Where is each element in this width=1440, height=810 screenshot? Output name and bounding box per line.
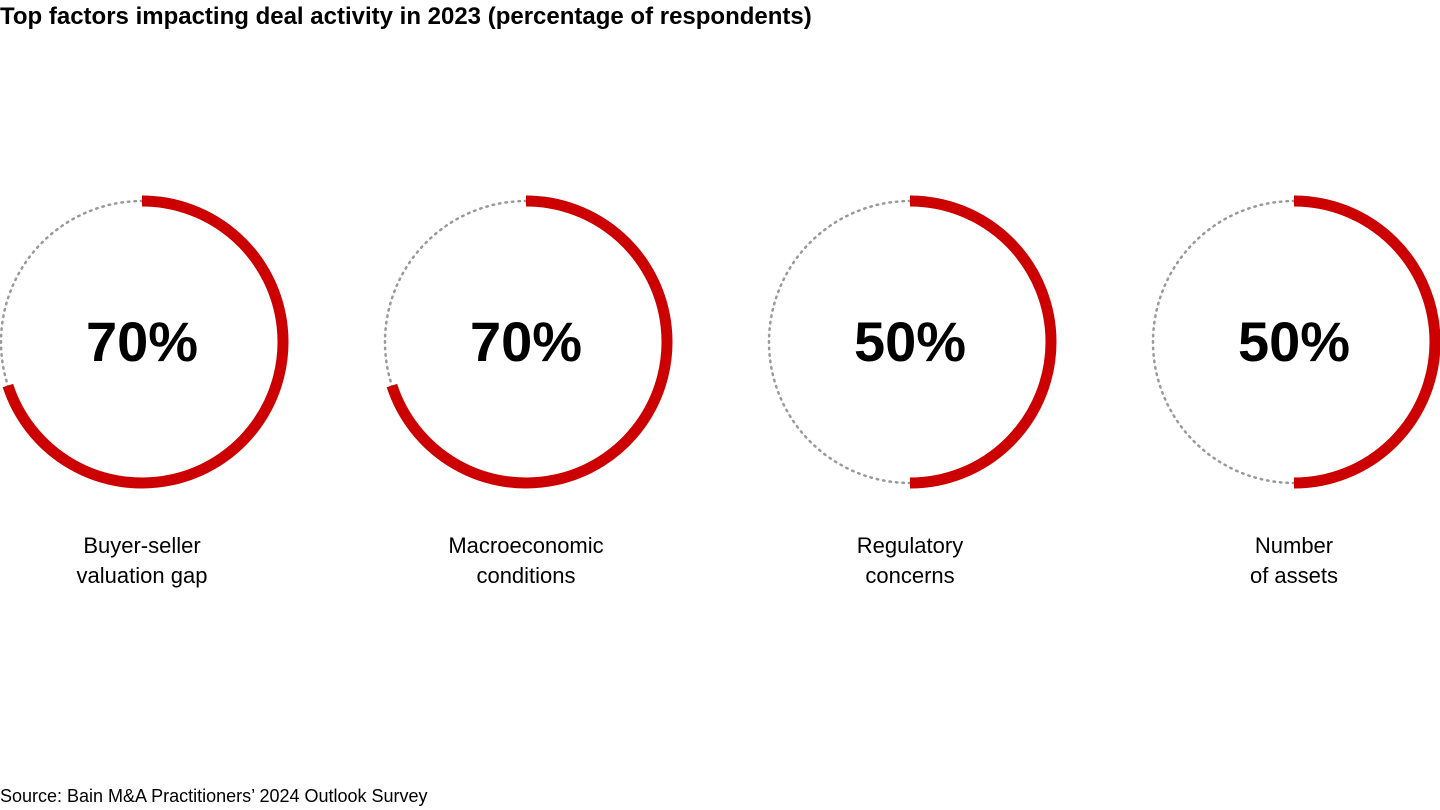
donut-value-arc — [1293, 195, 1440, 489]
donut-item: 70% Macroeconomic conditions — [383, 195, 673, 588]
donut-category-label: Regulatory — [857, 533, 963, 558]
donut-value-arc — [386, 195, 673, 489]
source-note: Source: Bain M&A Practitioners’ 2024 Out… — [0, 786, 428, 806]
donut-value-label: 70% — [86, 310, 198, 373]
donut-value-label: 70% — [470, 310, 582, 373]
donut-value-label: 50% — [1238, 310, 1350, 373]
donut-item: 50% Regulatory concerns — [767, 195, 1057, 588]
donut-item: 50% Number of assets — [1151, 195, 1440, 588]
donut-category-label: of assets — [1250, 563, 1338, 588]
chart-title: Top factors impacting deal activity in 2… — [0, 3, 812, 30]
donut-value-arc — [2, 195, 289, 489]
donut-category-label: Macroeconomic — [448, 533, 603, 558]
donut-value-arc — [909, 195, 1057, 489]
donut-category-label: valuation gap — [77, 563, 208, 588]
donut-category-label: conditions — [476, 563, 575, 588]
donut-category-label: Number — [1255, 533, 1333, 558]
donut-category-label: Buyer-seller — [83, 533, 200, 558]
donut-value-label: 50% — [854, 310, 966, 373]
donut-category-label: concerns — [865, 563, 954, 588]
donut-item: 70% Buyer-seller valuation gap — [0, 195, 289, 588]
